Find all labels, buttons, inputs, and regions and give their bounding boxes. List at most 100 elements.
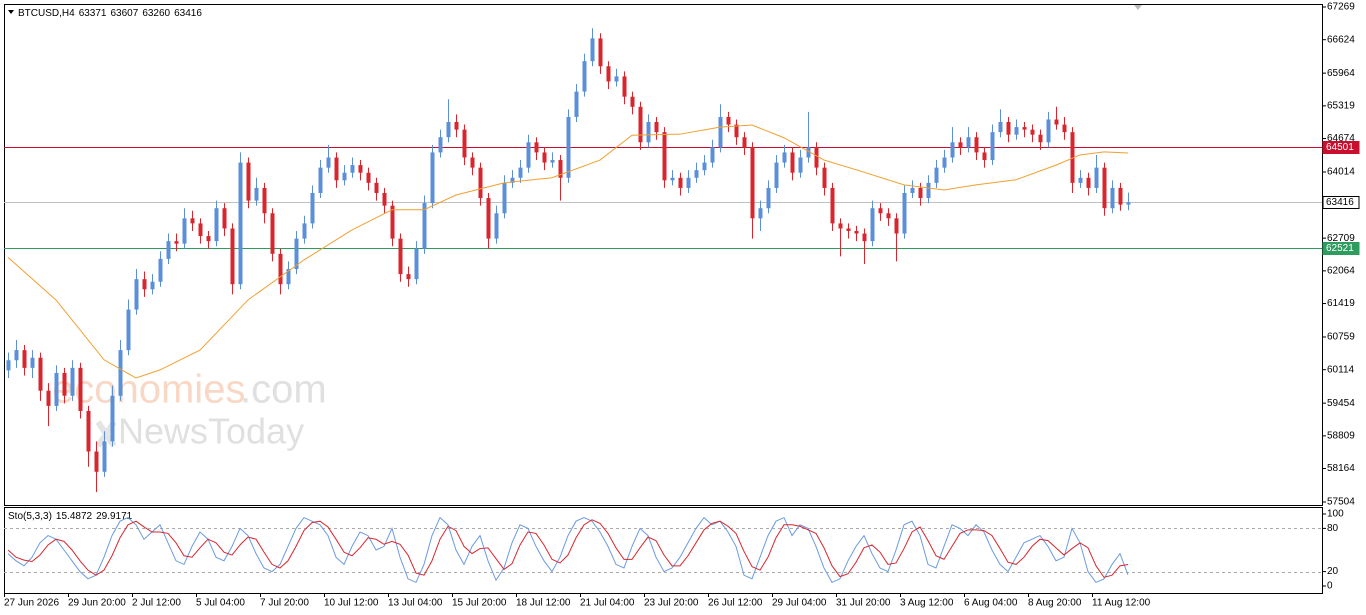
candle-body: [326, 157, 331, 168]
candle-body: [638, 106, 643, 143]
candle-body: [574, 91, 579, 117]
indicator-line: [7, 519, 1129, 578]
x-tick-label: 27 Jun 2026: [4, 598, 59, 609]
candle-body: [1014, 127, 1019, 135]
candle-body: [38, 357, 43, 391]
candle-body: [662, 132, 667, 181]
indicator-panel: [4, 507, 1323, 594]
main-panel: [4, 4, 1323, 506]
candle-body: [206, 236, 211, 242]
x-tick-label: 31 Jul 20:00: [836, 598, 891, 609]
y-tick-label: 59454: [1327, 398, 1355, 409]
candle-body: [470, 157, 475, 168]
bid-line-label: 63416: [1326, 197, 1354, 208]
candle-body: [910, 187, 915, 193]
y-tick-label: 57504: [1327, 497, 1355, 508]
candle-body: [550, 160, 555, 163]
candle-body: [686, 177, 691, 188]
candle-body: [758, 208, 763, 219]
candle-body: [302, 223, 307, 239]
candle-body: [766, 187, 771, 209]
candle-body: [886, 213, 891, 219]
candle-body: [182, 218, 187, 244]
symbol-header: BTCUSD,H4 63371 63607 63260 63416: [18, 8, 202, 19]
candle-body: [742, 137, 747, 148]
x-tick-label: 7 Jul 20:00: [260, 598, 309, 609]
y-tick-label: 67269: [1327, 2, 1355, 13]
candle-body: [494, 213, 499, 239]
y-tick-label: 58809: [1327, 430, 1355, 441]
candle-body: [62, 372, 67, 396]
candle-body: [838, 223, 843, 229]
candle-body: [942, 157, 947, 168]
candle-body: [1062, 124, 1067, 133]
candle-body: [1038, 134, 1043, 143]
x-tick-label: 26 Jul 12:00: [708, 598, 763, 609]
indicator-name: Sto(5,3,3): [8, 511, 52, 522]
candle-body: [558, 160, 563, 178]
candle-body: [118, 350, 123, 396]
indicator-signal: 29.9171: [96, 511, 133, 522]
x-tick-label: 13 Jul 04:00: [388, 598, 443, 609]
candle-body: [750, 147, 755, 219]
candle-body: [1078, 177, 1083, 183]
candle-body: [286, 269, 291, 285]
candle-body: [822, 167, 827, 188]
x-tick-label: 21 Jul 04:00: [580, 598, 635, 609]
candle-body: [1086, 177, 1091, 188]
candle-body: [902, 192, 907, 234]
y-tick-label: 60114: [1327, 364, 1355, 375]
x-tick-label: 8 Aug 20:00: [1028, 598, 1082, 609]
indicator-line: [7, 516, 1129, 584]
y-tick-label: 66624: [1327, 34, 1355, 45]
candle-body: [462, 129, 467, 158]
candle-body: [1022, 127, 1027, 130]
candle-body: [126, 309, 131, 351]
candle-body: [502, 182, 507, 214]
menu-arrow[interactable]: [8, 10, 14, 14]
candle-body: [254, 187, 259, 201]
indicator-tick-label: 100: [1327, 509, 1344, 520]
candles: [6, 28, 1131, 493]
candle-body: [414, 248, 419, 280]
candle-body: [238, 162, 243, 285]
candle-body: [446, 122, 451, 138]
candle-body: [678, 177, 683, 188]
candle-body: [582, 61, 587, 92]
candle-body: [878, 208, 883, 214]
candle-body: [654, 122, 659, 133]
candle-body: [150, 281, 155, 290]
watermark-brand: economies: [52, 368, 245, 412]
candle-body: [966, 137, 971, 148]
candle-body: [478, 167, 483, 199]
open: 63371: [79, 8, 107, 19]
indicator-header: Sto(5,3,3) 15.4872 29.9171: [8, 511, 133, 522]
candle-body: [598, 38, 603, 67]
candle-body: [798, 157, 803, 173]
x-tick-label: 6 Aug 04:00: [964, 598, 1018, 609]
candle-body: [918, 187, 923, 199]
candle-body: [606, 66, 611, 82]
candle-body: [46, 390, 51, 406]
candle-body: [774, 162, 779, 188]
x-tick-label: 23 Jul 20:00: [644, 598, 699, 609]
candle-body: [214, 208, 219, 242]
candle-body: [382, 192, 387, 206]
candle-body: [854, 231, 859, 234]
candle-body: [790, 152, 795, 173]
candle-body: [614, 76, 619, 82]
candle-body: [518, 167, 523, 178]
candle-body: [174, 241, 179, 244]
candle-body: [590, 38, 595, 62]
candle-body: [526, 142, 531, 168]
x-tick-label: 5 Jul 04:00: [196, 598, 245, 609]
candle-body: [974, 137, 979, 153]
candle-body: [510, 177, 515, 183]
y-tick-label: 65964: [1327, 68, 1355, 79]
y-tick-label: 65319: [1327, 100, 1355, 111]
candle-body: [22, 350, 27, 368]
x-tick-label: 18 Jul 12:00: [516, 598, 571, 609]
candle-body: [566, 116, 571, 178]
candle-body: [198, 223, 203, 237]
